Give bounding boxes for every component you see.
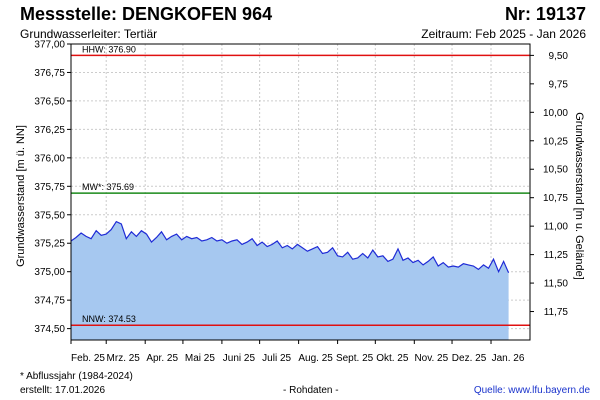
x-tick-label: Juni 25 <box>223 353 256 364</box>
y-tick-label-right: 11,50 <box>544 279 569 290</box>
y-tick-label-right: 10,50 <box>543 165 568 176</box>
source-link[interactable]: Quelle: www.lfu.bayern.de <box>473 385 590 396</box>
x-tick-label: Aug. 25 <box>298 353 333 364</box>
series-line <box>70 220 510 274</box>
x-tick-label: Okt. 25 <box>376 353 409 364</box>
y-tick-label-left: 375,75 <box>34 182 65 193</box>
y-tick-label-left: 376,00 <box>34 153 65 164</box>
period-label: Zeitraum: Feb 2025 - Jan 2026 <box>421 27 586 41</box>
rawdata-label: - Rohdaten - <box>283 385 339 396</box>
x-tick-label: Juli 25 <box>262 353 291 364</box>
page-title: Messstelle: DENGKOFEN 964 <box>20 4 273 24</box>
y-tick-label-right: 10,25 <box>543 136 568 147</box>
x-tick-label: Mai 25 <box>185 353 215 364</box>
y-tick-label-left: 377,00 <box>34 40 65 51</box>
plot-frame <box>70 43 531 341</box>
aquifer-subtitle: Grundwasserleiter: Tertiär <box>20 27 158 41</box>
y-tick-label-left: 376,25 <box>34 125 65 136</box>
y-tick-label-right: 9,75 <box>549 79 569 90</box>
footnote: * Abflussjahr (1984-2024) <box>20 371 133 382</box>
ref-label-nnw: NNW: 374.53 <box>82 314 136 324</box>
y-tick-label-left: 376,50 <box>34 96 65 107</box>
y-tick-label-left: 375,00 <box>34 267 65 278</box>
ref-label-hhw: HHW: 376.90 <box>82 44 136 54</box>
y-tick-label-right: 9,50 <box>549 51 569 62</box>
x-tick-label: Jan. 26 <box>492 353 525 364</box>
x-tick-label: Feb. 25 <box>71 353 105 364</box>
station-number: Nr: 19137 <box>504 4 586 24</box>
axis-ticks: 377,00 376,75 376,50 376,25 376,00 375,75 375,… <box>34 40 568 365</box>
x-tick-label: Apr. 25 <box>146 353 178 364</box>
x-tick-label: Dez. 25 <box>452 353 487 364</box>
y-tick-label-left: 376,75 <box>34 68 65 79</box>
y-tick-label-left: 374,50 <box>34 324 65 335</box>
y-tick-label-right: 10,00 <box>543 108 568 119</box>
y-tick-label-left: 375,50 <box>34 210 65 221</box>
ref-label-mw: MW*: 375.69 <box>82 182 134 192</box>
created-date: erstellt: 17.01.2026 <box>20 385 106 396</box>
x-tick-label: Mrz. 25 <box>107 353 141 364</box>
y-tick-label-right: 10,75 <box>543 193 568 204</box>
y-tick-label-right: 11,00 <box>544 222 569 233</box>
series-area-fill <box>71 221 509 340</box>
y-tick-label-left: 374,75 <box>34 296 65 307</box>
y-axis-label-left: Grundwasserstand [m ü. NN] <box>15 125 27 267</box>
y-tick-label-right: 11,75 <box>544 307 569 318</box>
reference-lines: HHW: 376.90 MW*: 375.69 NNW: 374.53 <box>71 44 530 326</box>
y-tick-label-left: 375,25 <box>34 239 65 250</box>
y-axis-label-right: Grundwasserstand [m u. Gelände] <box>573 112 585 280</box>
y-tick-label-right: 11,25 <box>544 250 569 261</box>
x-tick-label: Sept. 25 <box>336 353 374 364</box>
x-tick-label: Nov. 25 <box>414 353 448 364</box>
